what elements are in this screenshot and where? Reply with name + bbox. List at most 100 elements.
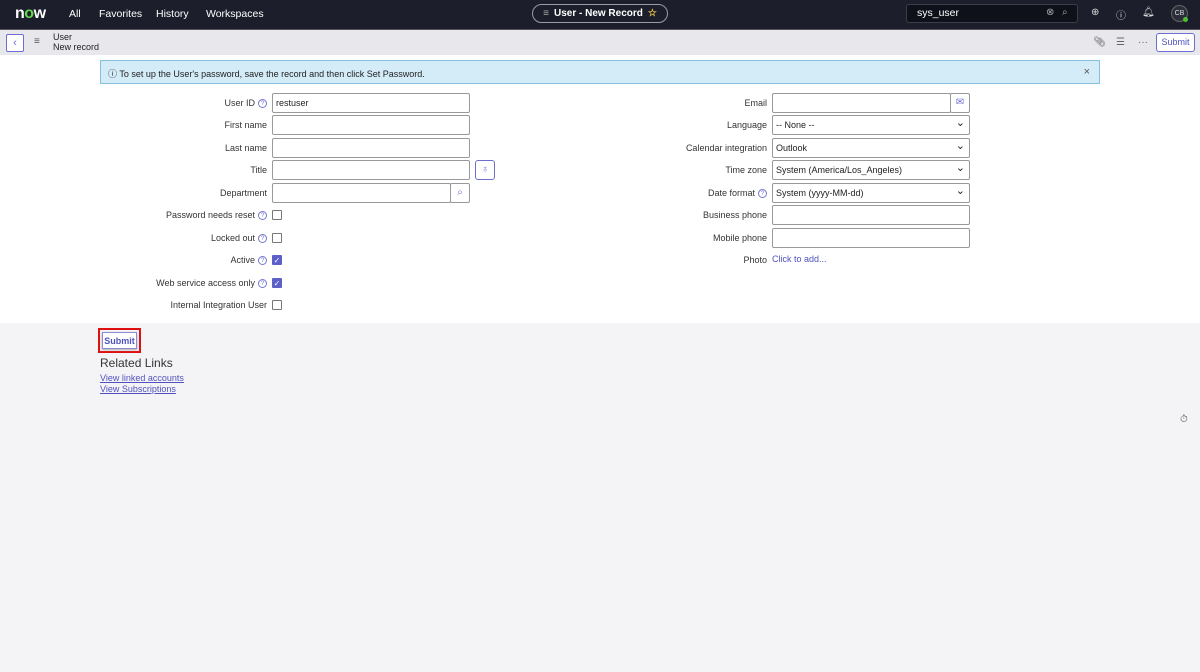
locked-out-label: Locked out? [211, 233, 267, 243]
nav-workspaces[interactable]: Workspaces [206, 8, 264, 20]
language-label: Language [727, 120, 767, 130]
nav-all[interactable]: All [69, 8, 81, 20]
label-text: Locked out [210, 232, 255, 243]
title-label: Title [250, 165, 267, 175]
submit-button-highlight: Submit [98, 328, 141, 353]
department-label: Department [220, 188, 267, 198]
submit-button[interactable]: Submit [102, 332, 137, 349]
hamburger-menu-icon[interactable]: ≡ [34, 36, 40, 47]
web-service-access-only-label: Web service access only? [156, 278, 267, 288]
top-navigation-bar: now All Favorites History Workspaces ≡ U… [0, 0, 1200, 29]
help-icon[interactable]: ? [258, 278, 267, 288]
timer-icon[interactable]: ⏱︎ [1180, 414, 1188, 425]
form-body [0, 55, 1200, 323]
search-value: sys_user [917, 7, 960, 19]
submit-button-header[interactable]: Submit [1156, 33, 1195, 52]
first-name-input[interactable] [272, 115, 470, 135]
active-checkbox[interactable]: ✓ [272, 255, 282, 265]
global-search-input[interactable]: sys_user ⊗ ⌕ [906, 4, 1078, 23]
label-text: Last name [224, 142, 267, 153]
language-select[interactable]: -- None -- [772, 115, 970, 135]
business-phone-input[interactable] [772, 205, 970, 225]
user-id-input[interactable]: restuser [272, 92, 470, 113]
help-icon[interactable]: ⓘ [1116, 11, 1126, 22]
back-button[interactable]: ‹ [6, 34, 24, 52]
label-text: Mobile phone [712, 232, 767, 243]
form-header: ‹ ≡ User New record 📎︎ ☰ ··· Submit [0, 29, 1200, 55]
label-text: Business phone [702, 210, 767, 220]
label-text: Date format [707, 187, 755, 198]
info-banner: ⓘ To set up the User's password, save th… [100, 60, 1100, 84]
user-id-label: User ID? [224, 98, 267, 108]
nav-history[interactable]: History [156, 8, 189, 20]
servicenow-logo[interactable]: now [15, 5, 46, 22]
label-text: Password needs reset [165, 210, 255, 220]
email-input[interactable] [772, 92, 951, 113]
view-linked-accounts-link[interactable]: View linked accounts [100, 373, 184, 383]
label-text: Language [726, 120, 767, 130]
calendar-integration-label: Calendar integration [686, 143, 767, 153]
help-icon[interactable]: ? [758, 188, 767, 198]
email-label: Email [744, 98, 767, 108]
mobile-phone-label: Mobile phone [713, 233, 767, 243]
label-text: Calendar integration [685, 142, 767, 153]
record-title: User - New Record [553, 8, 643, 19]
label-text: Department [219, 187, 267, 198]
time-zone-select[interactable]: System (America/Los_Angeles) [772, 160, 970, 180]
help-icon[interactable]: ? [258, 233, 267, 243]
internal-integration-user-checkbox[interactable] [272, 300, 282, 310]
title-input[interactable] [272, 160, 470, 180]
record-title-pill[interactable]: ≡ User - New Record ☆ [532, 4, 668, 23]
internal-integration-user-label: Internal Integration User [170, 300, 267, 310]
locked-out-checkbox[interactable] [272, 232, 282, 243]
web-service-access-only-checkbox[interactable]: ✓ [272, 277, 282, 288]
label-text: Active [230, 255, 255, 265]
date-format-label: Date format? [708, 188, 767, 198]
last-name-input[interactable] [272, 137, 470, 158]
clear-icon[interactable]: ⊗ [1046, 7, 1055, 18]
label-text: First name [224, 120, 267, 130]
search-icon[interactable]: ⌕ [1062, 7, 1068, 18]
search-icon[interactable]: ⌕ [450, 182, 470, 203]
globe-icon[interactable]: ⊕ [1091, 7, 1100, 18]
label-text: Title [250, 165, 267, 175]
password-needs-reset-label: Password needs reset? [165, 210, 267, 221]
nav-favorites[interactable]: Favorites [99, 8, 143, 20]
settings-sliders-icon[interactable]: ☰ [1116, 37, 1125, 48]
bell-icon[interactable]: 🔔︎ [1142, 7, 1155, 18]
star-icon[interactable]: ☆ [647, 8, 657, 19]
label-text: Web service access only [156, 277, 255, 288]
attachment-icon[interactable]: 📎︎ [1093, 37, 1106, 48]
last-name-label: Last name [225, 143, 267, 153]
view-subscriptions-link[interactable]: View Subscriptions [100, 384, 176, 394]
mobile-phone-input[interactable] [772, 227, 970, 248]
photo-link[interactable]: Click to add... [772, 254, 827, 264]
photo-label: Photo [743, 255, 767, 265]
avatar[interactable]: CB [1171, 5, 1188, 22]
time-zone-label: Time zone [725, 165, 767, 175]
help-icon[interactable]: ? [258, 211, 267, 221]
department-input[interactable] [272, 182, 451, 203]
label-text: User ID [224, 97, 255, 108]
related-links-title: Related Links [100, 356, 173, 370]
first-name-label: First name [224, 120, 267, 130]
banner-text: To set up the User's password, save the … [119, 69, 425, 79]
help-icon[interactable]: ? [258, 256, 267, 266]
label-text: Time zone [725, 165, 767, 175]
label-text: Email [744, 97, 767, 108]
label-text: Internal Integration User [170, 300, 267, 310]
business-phone-label: Business phone [703, 210, 767, 220]
active-label: Active? [230, 255, 267, 266]
table-name: User [53, 32, 73, 42]
label-text: Photo [743, 255, 767, 265]
email-icon[interactable]: ✉ [950, 92, 970, 113]
record-name: New record [53, 41, 100, 52]
lightbulb-icon[interactable]: ♁ [475, 160, 495, 180]
help-icon[interactable]: ? [258, 98, 267, 108]
calendar-integration-select[interactable]: Outlook [772, 137, 970, 158]
date-format-select[interactable]: System (yyyy-MM-dd) [772, 182, 970, 203]
breadcrumb: User New record [53, 32, 100, 52]
more-options-icon[interactable]: ··· [1138, 37, 1148, 48]
close-icon[interactable]: × [1083, 66, 1090, 78]
password-needs-reset-checkbox[interactable] [272, 210, 282, 220]
